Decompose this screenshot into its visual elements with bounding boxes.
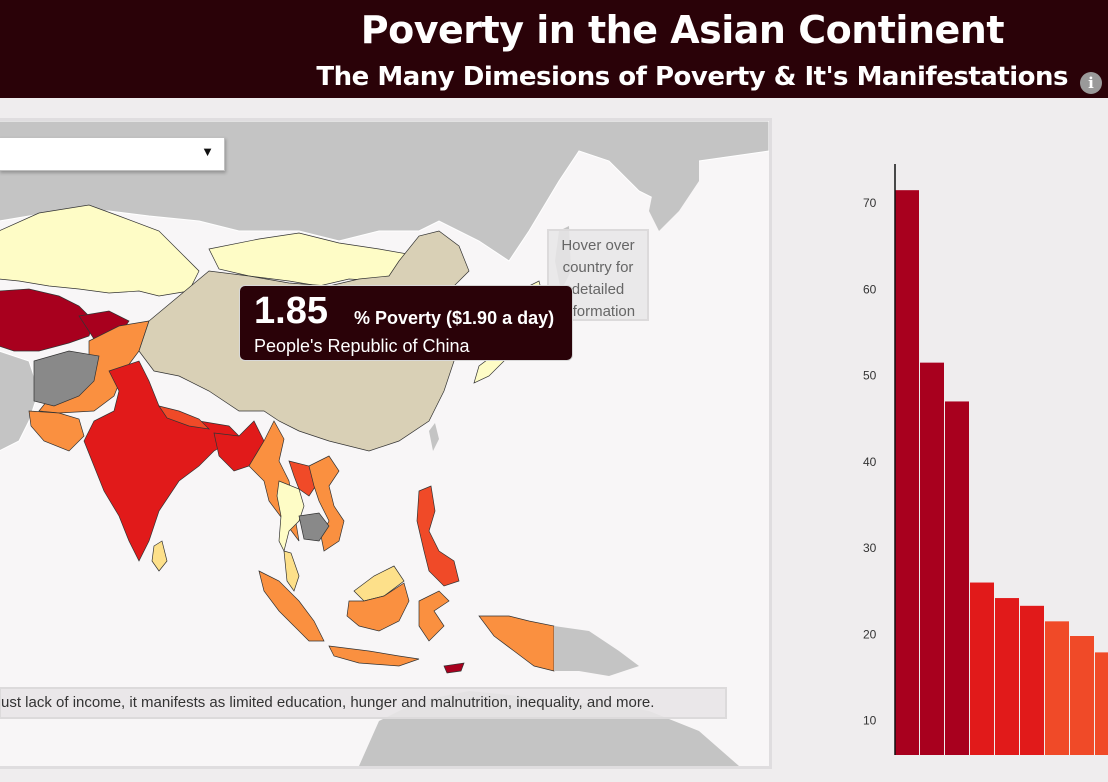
country-java[interactable] [328,645,420,667]
tooltip-value: 1.85 [254,290,328,332]
hover-hint-line: information [560,303,636,320]
bar-chart-svg: 10 20 30 40 50 60 70 [863,164,1108,755]
bar-2[interactable] [945,401,969,755]
indicator-dropdown[interactable]: ▼ [0,137,225,171]
country-thailand[interactable] [276,480,305,553]
y-tick-label: 50 [863,369,877,383]
chevron-down-icon[interactable]: ▼ [201,144,214,159]
y-tick-label: 60 [863,282,877,296]
bar-8[interactable] [1095,652,1108,755]
bar-3[interactable] [970,582,994,755]
bar-4[interactable] [995,598,1019,755]
country-nepal[interactable] [158,405,210,430]
bar-1[interactable] [920,362,944,755]
hover-hint-line: country for [562,259,634,276]
country-kazakhstan[interactable] [0,204,200,297]
bar-5[interactable] [1020,605,1044,755]
poverty-bar-chart: 10 20 30 40 50 60 70 [855,160,1108,760]
country-vietnam[interactable] [308,455,345,552]
region-middle-east [0,350,40,452]
country-iran[interactable] [28,410,85,452]
country-png [554,626,639,676]
country-philippines[interactable] [416,485,460,587]
map-caption: ust lack of income, it manifests as limi… [0,687,727,719]
country-sumatra[interactable] [258,570,325,642]
asia-map[interactable] [0,121,769,766]
y-tick-label: 20 [863,627,877,641]
bar-7[interactable] [1070,636,1094,755]
country-uzbekistan[interactable] [0,288,95,352]
hover-hint-line: Hover over [561,237,635,254]
bar-0[interactable] [895,190,919,755]
choropleth-map-panel[interactable]: ▼ Hover over country for detailed inform… [0,118,772,769]
info-icon[interactable]: i [1080,72,1102,94]
tooltip-label: % Poverty ($1.90 a day) [354,308,555,328]
country-sri-lanka[interactable] [151,540,168,572]
country-cambodia[interactable] [298,512,330,542]
country-timor[interactable] [443,662,465,674]
country-borneo-indonesia[interactable] [346,582,410,632]
country-malaysia[interactable] [283,550,300,592]
header-banner: Poverty in the Asian Continent The Many … [0,0,1108,98]
page-subtitle: The Many Dimesions of Poverty & It's Man… [316,62,1068,92]
country-tooltip: 1.85 % Poverty ($1.90 a day) People's Re… [239,285,573,361]
page-title: Poverty in the Asian Continent [360,8,1005,52]
y-tick-label: 40 [863,455,877,469]
y-tick-label: 30 [863,541,877,555]
hover-hint-line: detailed [571,281,625,298]
y-tick-label: 10 [863,714,877,728]
bar-6[interactable] [1045,621,1069,755]
tooltip-country: People's Republic of China [254,336,470,356]
region-kamchatka [649,151,699,231]
country-afghanistan[interactable] [33,350,100,407]
country-taiwan [429,423,439,451]
y-tick-label: 70 [863,196,877,210]
hover-hint-box: Hover over country for detailed informat… [547,229,649,321]
country-sulawesi[interactable] [418,590,450,642]
